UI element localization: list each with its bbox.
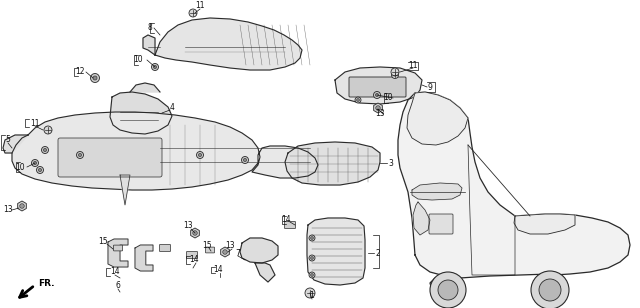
Circle shape xyxy=(310,257,314,259)
Text: 5: 5 xyxy=(6,136,10,144)
FancyBboxPatch shape xyxy=(159,245,170,252)
Circle shape xyxy=(154,65,157,69)
Polygon shape xyxy=(374,103,382,113)
Polygon shape xyxy=(155,18,302,70)
Circle shape xyxy=(79,153,81,156)
Text: 10: 10 xyxy=(133,55,143,64)
Polygon shape xyxy=(12,112,318,190)
Circle shape xyxy=(376,106,380,110)
Circle shape xyxy=(189,9,197,17)
Text: 11: 11 xyxy=(30,119,40,128)
Circle shape xyxy=(309,255,315,261)
Polygon shape xyxy=(120,175,130,205)
Text: 9: 9 xyxy=(428,83,433,91)
Polygon shape xyxy=(307,218,365,285)
Text: 11: 11 xyxy=(408,60,418,70)
Text: 13: 13 xyxy=(375,110,385,119)
Text: 14: 14 xyxy=(189,256,199,265)
Circle shape xyxy=(430,272,466,308)
Polygon shape xyxy=(135,245,153,271)
Circle shape xyxy=(310,237,314,239)
Circle shape xyxy=(33,161,36,164)
Text: 8: 8 xyxy=(148,23,152,33)
Polygon shape xyxy=(3,135,28,153)
Text: 14: 14 xyxy=(110,268,120,277)
Circle shape xyxy=(38,168,42,172)
FancyBboxPatch shape xyxy=(186,252,198,258)
Circle shape xyxy=(20,204,24,208)
Circle shape xyxy=(223,250,227,254)
Circle shape xyxy=(376,93,379,97)
Polygon shape xyxy=(285,142,380,185)
Polygon shape xyxy=(514,214,575,234)
Circle shape xyxy=(44,126,52,134)
Polygon shape xyxy=(108,239,128,267)
Text: 14: 14 xyxy=(213,265,223,274)
Circle shape xyxy=(77,152,83,159)
Circle shape xyxy=(531,271,569,308)
Text: 13: 13 xyxy=(183,221,193,230)
Text: 6: 6 xyxy=(116,282,120,290)
Polygon shape xyxy=(191,228,199,238)
Text: 14: 14 xyxy=(281,216,291,225)
FancyBboxPatch shape xyxy=(113,245,122,251)
Text: 11: 11 xyxy=(195,2,205,10)
Polygon shape xyxy=(255,263,275,282)
Polygon shape xyxy=(413,202,430,235)
Circle shape xyxy=(31,160,38,167)
Circle shape xyxy=(36,167,44,173)
Polygon shape xyxy=(130,83,160,92)
Polygon shape xyxy=(110,92,172,134)
Polygon shape xyxy=(18,201,26,211)
Text: 12: 12 xyxy=(76,67,84,76)
Circle shape xyxy=(392,71,399,79)
Circle shape xyxy=(539,279,561,301)
Circle shape xyxy=(310,274,314,276)
Circle shape xyxy=(196,152,204,159)
Polygon shape xyxy=(398,92,630,298)
Circle shape xyxy=(152,63,159,71)
FancyBboxPatch shape xyxy=(349,77,406,97)
Circle shape xyxy=(241,156,248,164)
Polygon shape xyxy=(412,183,462,200)
Text: 4: 4 xyxy=(170,103,175,112)
Circle shape xyxy=(391,68,399,76)
Circle shape xyxy=(44,148,47,152)
Circle shape xyxy=(438,280,458,300)
Text: 2: 2 xyxy=(375,249,380,257)
Circle shape xyxy=(198,153,202,156)
FancyBboxPatch shape xyxy=(205,247,214,253)
Circle shape xyxy=(309,272,315,278)
Text: 3: 3 xyxy=(388,159,393,168)
Text: 7: 7 xyxy=(236,249,241,257)
Polygon shape xyxy=(335,67,422,104)
Polygon shape xyxy=(240,238,278,263)
Polygon shape xyxy=(143,35,155,55)
Circle shape xyxy=(42,147,49,153)
Text: 10: 10 xyxy=(15,163,25,172)
Text: 15: 15 xyxy=(202,241,212,249)
Text: 1: 1 xyxy=(310,291,314,301)
Text: 13: 13 xyxy=(225,241,235,250)
Circle shape xyxy=(305,288,315,298)
Circle shape xyxy=(193,231,197,235)
Text: 13: 13 xyxy=(3,205,13,214)
Circle shape xyxy=(374,91,381,99)
Text: 10: 10 xyxy=(383,94,393,103)
Polygon shape xyxy=(221,247,229,257)
FancyBboxPatch shape xyxy=(58,138,162,177)
Circle shape xyxy=(355,97,361,103)
Circle shape xyxy=(90,74,99,83)
FancyBboxPatch shape xyxy=(285,221,296,229)
Circle shape xyxy=(356,99,359,101)
Polygon shape xyxy=(407,92,468,145)
Circle shape xyxy=(243,158,246,162)
Circle shape xyxy=(309,235,315,241)
Circle shape xyxy=(93,76,97,80)
Text: FR.: FR. xyxy=(38,278,54,287)
Text: 15: 15 xyxy=(98,237,108,246)
FancyBboxPatch shape xyxy=(429,214,453,234)
